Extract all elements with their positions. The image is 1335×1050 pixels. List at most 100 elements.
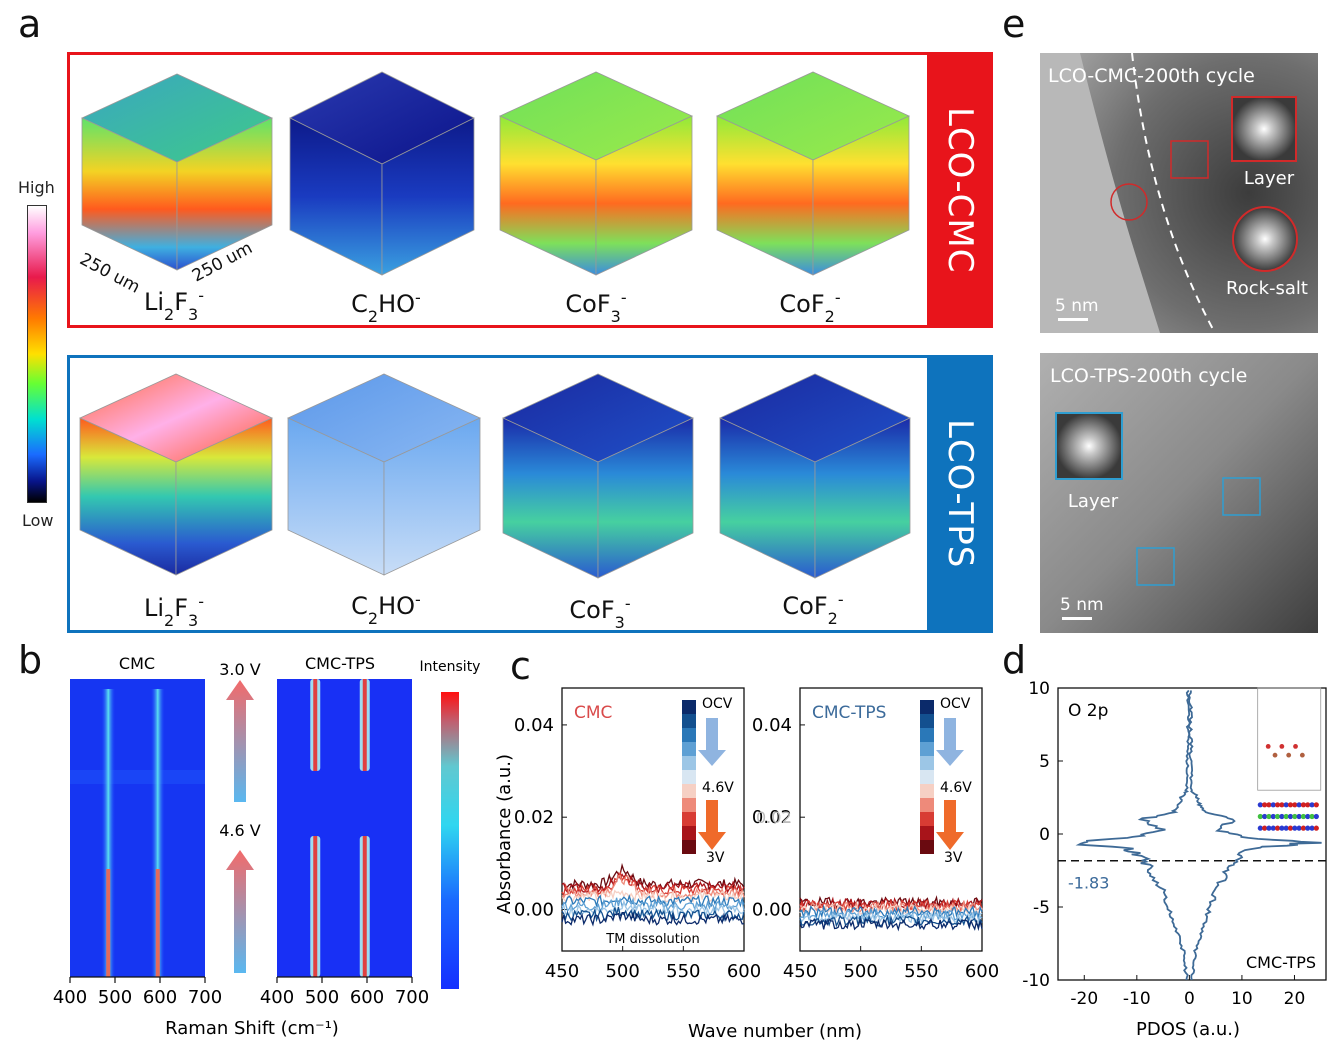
tem-cmc-layer-roi (1170, 140, 1209, 179)
structure-atom (1270, 825, 1276, 831)
legend-swatch (682, 742, 696, 756)
tem-cmc-layer-label: Layer (1244, 168, 1295, 189)
y-tick-label: 0.04 (514, 715, 554, 736)
x-tick-label: 600 (727, 961, 761, 982)
cube-label: C2HO- (351, 288, 421, 326)
voltage-arrow-lower (226, 850, 254, 973)
structure-atom (1300, 802, 1307, 808)
tem-tps-layer-fft (1055, 412, 1123, 480)
wavenumber-xlabel: Wave number (nm) (688, 1021, 862, 1042)
tem-cmc-rocksalt-roi (1110, 183, 1148, 221)
structure-atom (1300, 825, 1307, 831)
row-label-lco-cmc: LCO-CMC (927, 52, 993, 328)
x-tick-label: 0 (1184, 989, 1195, 1009)
structure-atom (1266, 813, 1272, 820)
x-tick-label: 600 (143, 987, 177, 1008)
voltage-arrow-upper (226, 680, 254, 802)
corner-label: CMC-TPS (1246, 953, 1316, 972)
pdos-xlabel: PDOS (a.u.) (1136, 1019, 1240, 1040)
chart-title: O 2p (1068, 701, 1108, 721)
structure-atom (1279, 802, 1285, 808)
structure-atom (1305, 813, 1311, 820)
heatmap-peak-band (101, 689, 116, 977)
absorbance-series (561, 899, 745, 918)
tem-cmc-scale-label: 5 nm (1055, 296, 1099, 316)
x-tick-label: 500 (605, 961, 639, 982)
molecule-atom (1265, 744, 1271, 749)
row-label-lco-tps: LCO-TPS (927, 355, 993, 633)
heatmap-cmc-tps-title: CMC-TPS (305, 654, 375, 673)
chart-c-cmc: 450 500 550 600 0.00 0.02 0.04 CMC TM dissolutio… (514, 687, 761, 982)
panel-letter-b: b (18, 638, 43, 682)
panel-a-colorbar (27, 205, 47, 503)
tem-cmc-title: LCO-CMC-200th cycle (1048, 65, 1255, 87)
legend-swatch (920, 742, 934, 756)
voltage-label-3v: 3.0 V (219, 660, 261, 679)
absorbance-series (799, 907, 983, 923)
structure-atom (1296, 825, 1302, 831)
heatmap-peak-core (155, 869, 160, 977)
tem-cmc-rocksalt-label: Rock-salt (1226, 278, 1308, 299)
structure-atom (1274, 825, 1281, 831)
structure-atom (1262, 813, 1268, 820)
y-tick-label: 10 (1028, 679, 1050, 699)
x-tick-label: 20 (1284, 989, 1306, 1009)
structure-atom (1257, 813, 1263, 820)
heatmap-cmc-tps-bg (277, 679, 412, 977)
structure-atom (1287, 825, 1294, 831)
intensity-label: Intensity (420, 659, 481, 675)
x-tick-label: 600 (965, 961, 999, 982)
structure-atom (1283, 813, 1289, 820)
heatmap-peak-core (362, 679, 367, 771)
legend-swatch (682, 770, 696, 784)
y-tick-label: 0.02 (752, 807, 792, 828)
legend-swatch (682, 714, 696, 728)
legend-swatch (682, 812, 696, 826)
y-tick-label: 0.02 (514, 807, 554, 828)
legend-swatch (920, 798, 934, 812)
legend-swatch (682, 728, 696, 742)
absorbance-series (561, 870, 745, 897)
cube-cof2-tps (719, 373, 911, 579)
x-tick-label: -20 (1070, 989, 1098, 1009)
chart-d-pdos: -20 -10 0 10 20 -10 -5 0 5 10 O 2p CMC-TPS -1.83 (1022, 679, 1327, 1009)
legend-swatch (682, 756, 696, 770)
tem-image-tps: LCO-TPS-200th cycle Layer 5 nm (1040, 353, 1318, 633)
structure-atom (1313, 802, 1319, 808)
pdos-curve-positive (1187, 690, 1322, 981)
structure-atom (1274, 813, 1281, 820)
structure-atom (1283, 802, 1289, 808)
legend-arrow-down-red (698, 800, 726, 850)
x-tick-label: 550 (904, 961, 938, 982)
structure-atom (1313, 813, 1319, 820)
tem-image-cmc: LCO-CMC-200th cycle Layer Rock-salt 5 nm (1040, 53, 1318, 333)
panel-letter-c: c (510, 644, 531, 688)
legend-arrow-down-red (936, 800, 964, 850)
x-tick-label: 400 (53, 987, 87, 1008)
legend-swatch (920, 728, 934, 742)
ghost-tick-label: 0.02 (756, 808, 792, 827)
structure-atom (1309, 802, 1315, 808)
structure-atom (1309, 825, 1315, 831)
cube-li2f3-tps (79, 373, 273, 576)
cube-label: CoF3- (565, 288, 626, 326)
tem-tps-title: LCO-TPS-200th cycle (1050, 365, 1247, 387)
legend-swatch (920, 714, 934, 728)
raman-xlabel: Raman Shift (cm⁻¹) (165, 1018, 339, 1039)
cube-label: CoF2- (779, 288, 840, 326)
x-tick-label: 500 (843, 961, 877, 982)
x-tick-label: 700 (188, 987, 222, 1008)
structure-atom (1292, 813, 1298, 820)
x-tick-label: 550 (666, 961, 700, 982)
structure-inset (1257, 687, 1322, 791)
structure-atom (1257, 802, 1263, 808)
cube-li2f3-cmc (81, 73, 273, 271)
heatmap-cmc-bg (70, 679, 205, 977)
legend-swatch (920, 756, 934, 770)
cube-label: C2HO- (351, 590, 421, 628)
legend-mid-label: 4.6V (702, 780, 734, 796)
absorbance-ylabel: Absorbance (a.u.) (494, 754, 515, 914)
molecule-atom (1272, 752, 1278, 758)
x-tick-label: 700 (395, 987, 429, 1008)
x-tick-label: 10 (1231, 989, 1253, 1009)
